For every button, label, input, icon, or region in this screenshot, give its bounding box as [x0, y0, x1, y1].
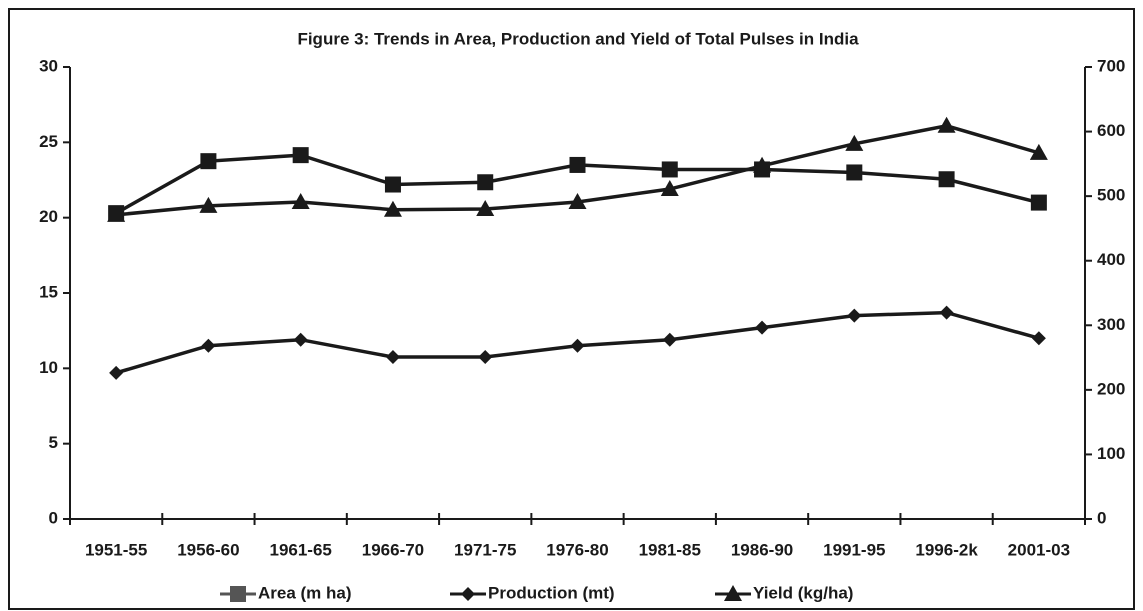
legend-marker — [724, 585, 742, 601]
x-tick-label: 1976-80 — [546, 540, 608, 559]
x-tick-label: 1991-95 — [823, 540, 885, 559]
data-point — [383, 200, 402, 217]
y2-tick-label: 200 — [1097, 379, 1125, 398]
data-point — [291, 192, 310, 209]
data-point — [1031, 331, 1046, 346]
data-point — [845, 134, 864, 151]
legend-marker — [461, 587, 475, 601]
data-point — [478, 350, 493, 365]
data-point — [755, 320, 770, 335]
legend-label: Production (mt) — [488, 583, 615, 602]
data-point — [1030, 194, 1047, 211]
data-point — [662, 332, 677, 347]
data-point — [661, 161, 678, 178]
x-tick-label: 1996-2k — [915, 540, 978, 559]
x-tick-label: 2001-03 — [1008, 540, 1070, 559]
data-point — [476, 200, 495, 217]
data-point — [568, 192, 587, 209]
y2-tick-label: 700 — [1097, 56, 1125, 75]
data-point — [199, 196, 218, 213]
x-tick-label: 1956-60 — [177, 540, 239, 559]
legend-marker — [230, 586, 246, 602]
x-tick-label: 1951-55 — [85, 540, 147, 559]
data-point — [570, 338, 585, 353]
data-point — [753, 156, 772, 173]
data-point — [846, 164, 863, 181]
x-tick-label: 1986-90 — [731, 540, 793, 559]
data-point — [385, 350, 400, 365]
data-point — [201, 338, 216, 353]
y2-tick-label: 0 — [1097, 508, 1106, 527]
data-point — [847, 308, 862, 323]
y-tick-label: 30 — [39, 56, 58, 75]
y-tick-label: 20 — [39, 207, 58, 226]
data-point — [292, 147, 309, 164]
data-point — [107, 205, 126, 222]
data-point — [384, 176, 401, 193]
data-point — [660, 180, 679, 197]
data-point — [293, 332, 308, 347]
y-tick-label: 0 — [49, 508, 58, 527]
y-tick-label: 25 — [39, 132, 58, 151]
legend-label: Yield (kg/ha) — [753, 583, 853, 602]
y2-tick-label: 300 — [1097, 315, 1125, 334]
legend-label: Area (m ha) — [258, 583, 352, 602]
x-tick-label: 1961-65 — [269, 540, 331, 559]
data-point — [938, 171, 955, 188]
y2-tick-label: 500 — [1097, 186, 1125, 205]
y-tick-label: 10 — [39, 358, 58, 377]
data-point — [569, 156, 586, 173]
frame — [8, 8, 1135, 610]
y2-tick-label: 400 — [1097, 250, 1125, 269]
data-point — [1029, 143, 1048, 160]
x-tick-label: 1966-70 — [362, 540, 424, 559]
y-tick-label: 5 — [49, 433, 58, 452]
data-point — [937, 116, 956, 133]
data-point — [477, 174, 494, 191]
chart-title: Figure 3: Trends in Area, Production and… — [297, 29, 859, 48]
y2-tick-label: 600 — [1097, 121, 1125, 140]
x-tick-label: 1971-75 — [454, 540, 516, 559]
y-tick-label: 15 — [39, 282, 58, 301]
y2-tick-label: 100 — [1097, 444, 1125, 463]
data-point — [109, 365, 124, 380]
x-tick-label: 1981-85 — [639, 540, 701, 559]
data-point — [939, 305, 954, 320]
data-point — [200, 153, 217, 170]
